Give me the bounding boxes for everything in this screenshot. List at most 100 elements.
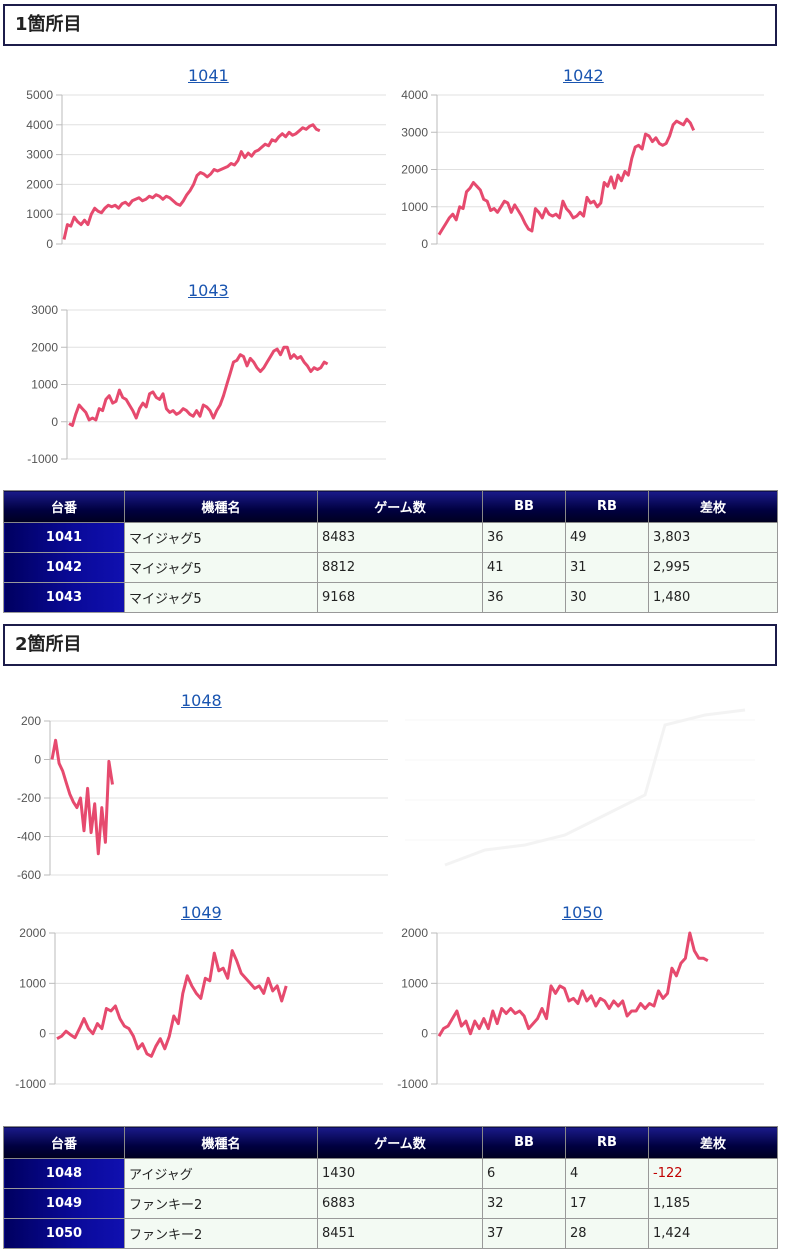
y-tick-label: 1000 xyxy=(26,207,53,221)
chart-link-1049[interactable]: 1049 xyxy=(181,903,222,922)
chart-link-1041[interactable]: 1041 xyxy=(188,66,229,85)
y-tick-label: 0 xyxy=(421,237,428,251)
y-tick-label: 2000 xyxy=(401,163,428,177)
y-tick-label: 2000 xyxy=(31,340,58,354)
y-tick-label: 2000 xyxy=(19,926,46,940)
y-tick-label: 4000 xyxy=(26,118,53,132)
series-line xyxy=(56,949,288,1058)
col-header-games: ゲーム数 xyxy=(317,1126,483,1159)
col-header-bb: BB xyxy=(482,490,566,523)
cell-machine: アイジャグ xyxy=(124,1158,318,1189)
y-tick-label: 3000 xyxy=(26,148,53,162)
section-title-1: 1箇所目 xyxy=(3,4,777,46)
table-row: 1041 マイジャグ5 8483 36 49 3,803 xyxy=(3,522,778,553)
y-tick-label: 0 xyxy=(46,237,53,251)
y-tick-label: 3000 xyxy=(401,125,428,139)
col-header-bb: BB xyxy=(482,1126,566,1159)
col-header-machine: 機種名 xyxy=(124,490,318,523)
y-tick-label: 2000 xyxy=(26,177,53,191)
cell-diff: -122 xyxy=(648,1158,778,1189)
y-tick-label: 1000 xyxy=(401,200,428,214)
col-header-number: 台番 xyxy=(3,490,125,523)
series-line xyxy=(437,117,696,236)
chart-link-1048[interactable]: 1048 xyxy=(181,691,222,710)
cell-diff: 1,424 xyxy=(648,1218,778,1249)
cell-games: 1430 xyxy=(317,1158,483,1189)
col-header-number: 台番 xyxy=(3,1126,125,1159)
cell-diff: 1,480 xyxy=(648,582,778,613)
y-tick-label: 0 xyxy=(51,415,58,429)
cell-bb: 32 xyxy=(482,1188,566,1219)
y-tick-label: 5000 xyxy=(26,88,53,102)
chart-link-1050[interactable]: 1050 xyxy=(562,903,603,922)
y-tick-label: -600 xyxy=(17,868,41,882)
cell-diff: 1,185 xyxy=(648,1188,778,1219)
cell-number: 1048 xyxy=(3,1158,125,1189)
cell-machine: マイジャグ5 xyxy=(124,552,318,583)
cell-rb: 4 xyxy=(565,1158,649,1189)
cell-number: 1042 xyxy=(3,552,125,583)
series-line xyxy=(62,123,321,240)
y-tick-label: 0 xyxy=(39,1027,46,1041)
cell-number: 1049 xyxy=(3,1188,125,1219)
cell-rb: 28 xyxy=(565,1218,649,1249)
y-tick-label: 2000 xyxy=(401,926,428,940)
cell-rb: 30 xyxy=(565,582,649,613)
cell-bb: 36 xyxy=(482,582,566,613)
y-tick-label: 0 xyxy=(34,753,41,767)
cell-games: 8483 xyxy=(317,522,483,553)
table-row: 1042 マイジャグ5 8812 41 31 2,995 xyxy=(3,552,778,583)
col-header-games: ゲーム数 xyxy=(317,490,483,523)
cell-games: 8812 xyxy=(317,552,483,583)
y-tick-label: -400 xyxy=(17,830,41,844)
cell-games: 8451 xyxy=(317,1218,483,1249)
table-row: 1049 ファンキー2 6883 32 17 1,185 xyxy=(3,1188,778,1219)
y-tick-label: 1000 xyxy=(31,378,58,392)
cell-rb: 31 xyxy=(565,552,649,583)
col-header-diff: 差枚 xyxy=(648,1126,778,1159)
y-tick-label: 3000 xyxy=(31,303,58,317)
y-tick-label: 4000 xyxy=(401,88,428,102)
cell-bb: 41 xyxy=(482,552,566,583)
cell-rb: 17 xyxy=(565,1188,649,1219)
cell-machine: ファンキー2 xyxy=(124,1188,318,1219)
cell-number: 1043 xyxy=(3,582,125,613)
table-header-row: 台番 機種名 ゲーム数 BB RB 差枚 xyxy=(3,1126,778,1159)
cell-bb: 6 xyxy=(482,1158,566,1189)
cell-games: 6883 xyxy=(317,1188,483,1219)
y-tick-label: 1000 xyxy=(401,976,428,990)
table-row: 1050 ファンキー2 8451 37 28 1,424 xyxy=(3,1218,778,1249)
cell-rb: 49 xyxy=(565,522,649,553)
table-row: 1048 アイジャグ 1430 6 4 -122 xyxy=(3,1158,778,1189)
chart-link-1042[interactable]: 1042 xyxy=(563,66,604,85)
cell-machine: マイジャグ5 xyxy=(124,582,318,613)
y-tick-label: 200 xyxy=(21,714,41,728)
section-title-2: 2箇所目 xyxy=(3,624,777,666)
col-header-diff: 差枚 xyxy=(648,490,778,523)
series-line xyxy=(437,931,709,1037)
col-header-rb: RB xyxy=(565,1126,649,1159)
data-table-2: 台番 機種名 ゲーム数 BB RB 差枚 1048 アイジャグ 1430 6 4 -122… xyxy=(3,1126,778,1249)
series-line xyxy=(68,345,329,427)
cell-machine: ファンキー2 xyxy=(124,1218,318,1249)
chart-link-1043[interactable]: 1043 xyxy=(188,281,229,300)
col-header-rb: RB xyxy=(565,490,649,523)
cell-games: 9168 xyxy=(317,582,483,613)
cell-number: 1050 xyxy=(3,1218,125,1249)
series-line xyxy=(50,738,114,856)
data-table-1: 台番 機種名 ゲーム数 BB RB 差枚 1041 マイジャグ5 8483 36 49 3… xyxy=(3,490,778,613)
cell-bb: 37 xyxy=(482,1218,566,1249)
cell-bb: 36 xyxy=(482,522,566,553)
y-tick-label: -1000 xyxy=(27,452,58,466)
y-tick-label: 0 xyxy=(421,1027,428,1041)
y-tick-label: 1000 xyxy=(19,976,46,990)
y-tick-label: -1000 xyxy=(15,1077,46,1091)
table-header-row: 台番 機種名 ゲーム数 BB RB 差枚 xyxy=(3,490,778,523)
y-tick-label: -200 xyxy=(17,791,41,805)
cell-diff: 3,803 xyxy=(648,522,778,553)
